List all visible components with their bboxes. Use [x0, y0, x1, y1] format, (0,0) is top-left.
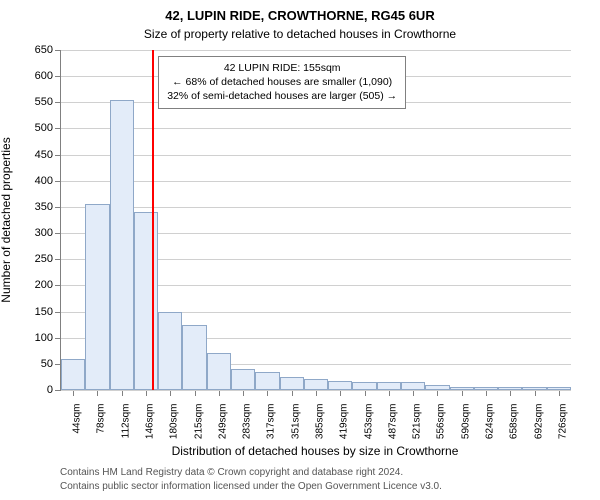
- x-tick-label: 283sqm: [242, 404, 253, 440]
- y-tick-label: 600: [35, 70, 53, 82]
- histogram-bar: [352, 382, 376, 390]
- histogram-bar: [182, 325, 206, 390]
- x-tick-label: 78sqm: [96, 404, 107, 434]
- x-tick-label: 44sqm: [72, 404, 83, 434]
- footer-line-2: Contains public sector information licen…: [60, 480, 442, 494]
- y-tick-label: 150: [35, 306, 53, 318]
- x-tick-label: 556sqm: [436, 404, 447, 440]
- histogram-bar: [134, 212, 158, 390]
- histogram-bar: [85, 204, 109, 390]
- y-axis-title: Number of detached properties: [0, 137, 13, 302]
- y-tick-label: 450: [35, 149, 53, 161]
- x-tick-label: 146sqm: [145, 404, 156, 440]
- x-tick-label: 419sqm: [339, 404, 350, 440]
- x-tick-label: 249sqm: [217, 404, 228, 440]
- y-tick-label: 250: [35, 253, 53, 265]
- plot-area: 42 LUPIN RIDE: 155sqm ← 68% of detached …: [60, 50, 571, 391]
- chart-footer: Contains HM Land Registry data © Crown c…: [60, 466, 442, 493]
- histogram-bar: [255, 372, 279, 390]
- reference-line: [152, 50, 154, 390]
- y-tick-label: 100: [35, 332, 53, 344]
- x-tick-label: 385sqm: [315, 404, 326, 440]
- histogram-bar: [474, 387, 498, 390]
- x-tick-label: 658sqm: [509, 404, 520, 440]
- histogram-bar: [207, 353, 231, 390]
- histogram-bar: [231, 369, 255, 390]
- x-tick-label: 624sqm: [485, 404, 496, 440]
- annotation-line-3: 32% of semi-detached houses are larger (…: [167, 89, 397, 103]
- y-tick-label: 400: [35, 175, 53, 187]
- y-tick-label: 300: [35, 227, 53, 239]
- grid-line: [61, 155, 571, 156]
- histogram-bar: [280, 377, 304, 390]
- histogram-bar: [377, 382, 401, 390]
- y-tick-label: 650: [35, 44, 53, 56]
- x-tick-label: 590sqm: [460, 404, 471, 440]
- grid-line: [61, 181, 571, 182]
- annotation-line-2: ← 68% of detached houses are smaller (1,…: [167, 75, 397, 89]
- y-tick-label: 350: [35, 201, 53, 213]
- x-tick-label: 351sqm: [290, 404, 301, 440]
- chart-container: 42, LUPIN RIDE, CROWTHORNE, RG45 6UR Siz…: [0, 0, 600, 500]
- histogram-bar: [158, 312, 182, 390]
- chart-title: 42, LUPIN RIDE, CROWTHORNE, RG45 6UR: [0, 0, 600, 25]
- y-tick-label: 550: [35, 96, 53, 108]
- y-tick-label: 200: [35, 279, 53, 291]
- footer-line-1: Contains HM Land Registry data © Crown c…: [60, 466, 442, 480]
- x-tick-label: 317sqm: [266, 404, 277, 440]
- x-tick-label: 692sqm: [533, 404, 544, 440]
- chart-subtitle: Size of property relative to detached ho…: [0, 25, 600, 41]
- y-tick-label: 500: [35, 122, 53, 134]
- x-axis-title: Distribution of detached houses by size …: [60, 444, 570, 458]
- histogram-bar: [450, 387, 474, 390]
- y-tick-label: 0: [47, 384, 53, 396]
- histogram-bar: [425, 385, 449, 390]
- histogram-bar: [328, 381, 352, 390]
- x-tick-label: 726sqm: [557, 404, 568, 440]
- histogram-bar: [401, 382, 425, 390]
- grid-line: [61, 390, 571, 391]
- histogram-bar: [522, 387, 546, 390]
- histogram-bar: [61, 359, 85, 390]
- annotation-box: 42 LUPIN RIDE: 155sqm ← 68% of detached …: [158, 56, 406, 109]
- grid-line: [61, 128, 571, 129]
- annotation-line-1: 42 LUPIN RIDE: 155sqm: [167, 61, 397, 75]
- x-tick-label: 112sqm: [120, 404, 131, 439]
- y-tick-label: 50: [41, 358, 53, 370]
- x-tick-label: 521sqm: [412, 404, 423, 440]
- histogram-bar: [547, 387, 571, 390]
- x-tick-label: 487sqm: [387, 404, 398, 440]
- histogram-bar: [304, 379, 328, 391]
- histogram-bar: [110, 100, 134, 390]
- x-tick-label: 215sqm: [193, 404, 204, 440]
- x-tick-label: 453sqm: [363, 404, 374, 440]
- grid-line: [61, 50, 571, 51]
- grid-line: [61, 207, 571, 208]
- histogram-bar: [498, 387, 522, 390]
- x-tick-label: 180sqm: [169, 404, 180, 440]
